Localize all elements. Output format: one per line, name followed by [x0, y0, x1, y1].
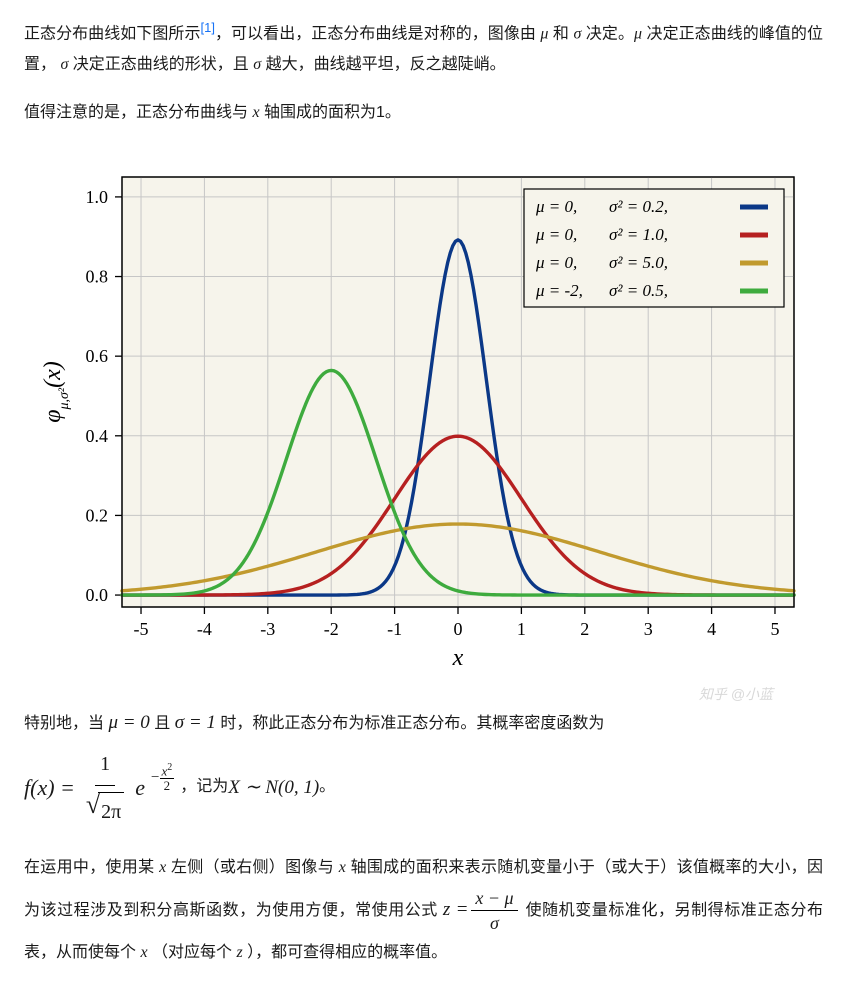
eq-mu-0: μ = 0 — [108, 712, 149, 733]
text: 且 — [150, 715, 175, 732]
text: 时，称此正态分布为标准正态分布。其概率密度函数为 — [216, 715, 604, 732]
svg-text:μ = 0,: μ = 0, — [535, 197, 577, 216]
svg-text:x: x — [452, 645, 464, 671]
symbol-sigma: σ — [253, 56, 261, 73]
text: 决定正态曲线的形状，且 — [68, 56, 253, 73]
x-sim-n01: X ∼ N(0, 1) — [228, 770, 319, 806]
text: 轴围成的面积为1。 — [260, 104, 401, 121]
fraction-z: x − μσ — [471, 888, 517, 934]
paragraph-3: 特别地，当 μ = 0 且 σ = 1 时，称此正态分布为标准正态分布。其概率密… — [24, 705, 823, 741]
fx: f(x) = — [24, 767, 75, 809]
svg-text:5: 5 — [770, 619, 779, 639]
svg-text:σ² = 0.5,: σ² = 0.5, — [609, 281, 668, 300]
symbol-mu: μ — [634, 25, 642, 42]
text: 。 — [319, 772, 335, 802]
symbol-x: x — [252, 104, 259, 121]
text: （对应每个 — [148, 944, 237, 961]
svg-text:μ = 0,: μ = 0, — [535, 225, 577, 244]
svg-text:0.0: 0.0 — [86, 585, 109, 605]
svg-text:3: 3 — [644, 619, 653, 639]
svg-text:0.6: 0.6 — [86, 346, 109, 366]
svg-text:-4: -4 — [197, 619, 212, 639]
svg-text:σ² = 1.0,: σ² = 1.0, — [609, 225, 668, 244]
svg-text:μ = 0,: μ = 0, — [535, 253, 577, 272]
svg-text:1.0: 1.0 — [86, 186, 109, 206]
svg-text:μ = -2,: μ = -2, — [535, 281, 583, 300]
svg-text:-5: -5 — [134, 619, 149, 639]
text: 正态分布曲线如下图所示 — [24, 25, 201, 42]
normal-distribution-chart: -5 -4 -3 -2 -1 0 1 2 3 4 5 0.0 0.2 0.4 0.6 0.8 1.0 x φμ,σ²… — [24, 147, 823, 687]
pdf-formula: f(x) = 1 √2π e −x22 ，记为 X ∼ N(0, 1) 。 — [24, 745, 823, 831]
ref-link-1[interactable]: [1] — [201, 20, 215, 35]
text: 特别地，当 — [24, 715, 108, 732]
svg-text:4: 4 — [707, 619, 716, 639]
svg-text:2: 2 — [580, 619, 589, 639]
symbol-x: x — [339, 859, 346, 876]
denominator: √2π — [81, 786, 129, 831]
text: 和 — [548, 25, 573, 42]
svg-text:0.4: 0.4 — [86, 425, 109, 445]
svg-text:0.8: 0.8 — [86, 266, 109, 286]
numerator: 1 — [95, 745, 115, 786]
eq-sigma-1: σ = 1 — [175, 712, 216, 733]
text: 值得注意的是，正态分布曲线与 — [24, 104, 252, 121]
text: ，记为 — [180, 772, 228, 802]
chart-svg: -5 -4 -3 -2 -1 0 1 2 3 4 5 0.0 0.2 0.4 0.6 0.8 1.0 x φμ,σ²… — [24, 147, 824, 687]
eq-z: z = — [443, 899, 469, 920]
text: 决定。 — [581, 25, 634, 42]
text: ，可以看出，正态分布曲线是对称的，图像由 — [215, 25, 540, 42]
paragraph-2: 值得注意的是，正态分布曲线与 x 轴围成的面积为1。 — [24, 98, 823, 128]
svg-text:-1: -1 — [387, 619, 402, 639]
text: 越大，曲线越平坦，反之越陡峭。 — [261, 56, 505, 73]
text: 左侧（或右侧）图像与 — [166, 859, 338, 876]
fraction-1-over-sqrt2pi: 1 √2π — [81, 745, 129, 831]
exponent: −x22 — [151, 762, 174, 794]
e: e — [135, 767, 145, 809]
formula-body: f(x) = 1 √2π e −x22 — [24, 745, 174, 831]
text: 在运用中，使用某 — [24, 859, 159, 876]
svg-text:σ² = 0.2,: σ² = 0.2, — [609, 197, 668, 216]
svg-text:0.2: 0.2 — [86, 505, 109, 525]
svg-text:0: 0 — [454, 619, 463, 639]
paragraph-4: 在运用中，使用某 x 左侧（或右侧）图像与 x 轴围成的面积来表示随机变量小于（… — [24, 849, 823, 973]
symbol-x: x — [140, 944, 147, 961]
svg-text:σ² = 5.0,: σ² = 5.0, — [609, 253, 668, 272]
svg-text:-2: -2 — [324, 619, 339, 639]
svg-text:φμ,σ²(x): φμ,σ²(x) — [40, 361, 72, 423]
text: ），都可查得相应的概率值。 — [243, 944, 447, 961]
paragraph-1: 正态分布曲线如下图所示[1]，可以看出，正态分布曲线是对称的，图像由 μ 和 σ… — [24, 16, 823, 80]
svg-text:1: 1 — [517, 619, 526, 639]
svg-text:-3: -3 — [260, 619, 275, 639]
